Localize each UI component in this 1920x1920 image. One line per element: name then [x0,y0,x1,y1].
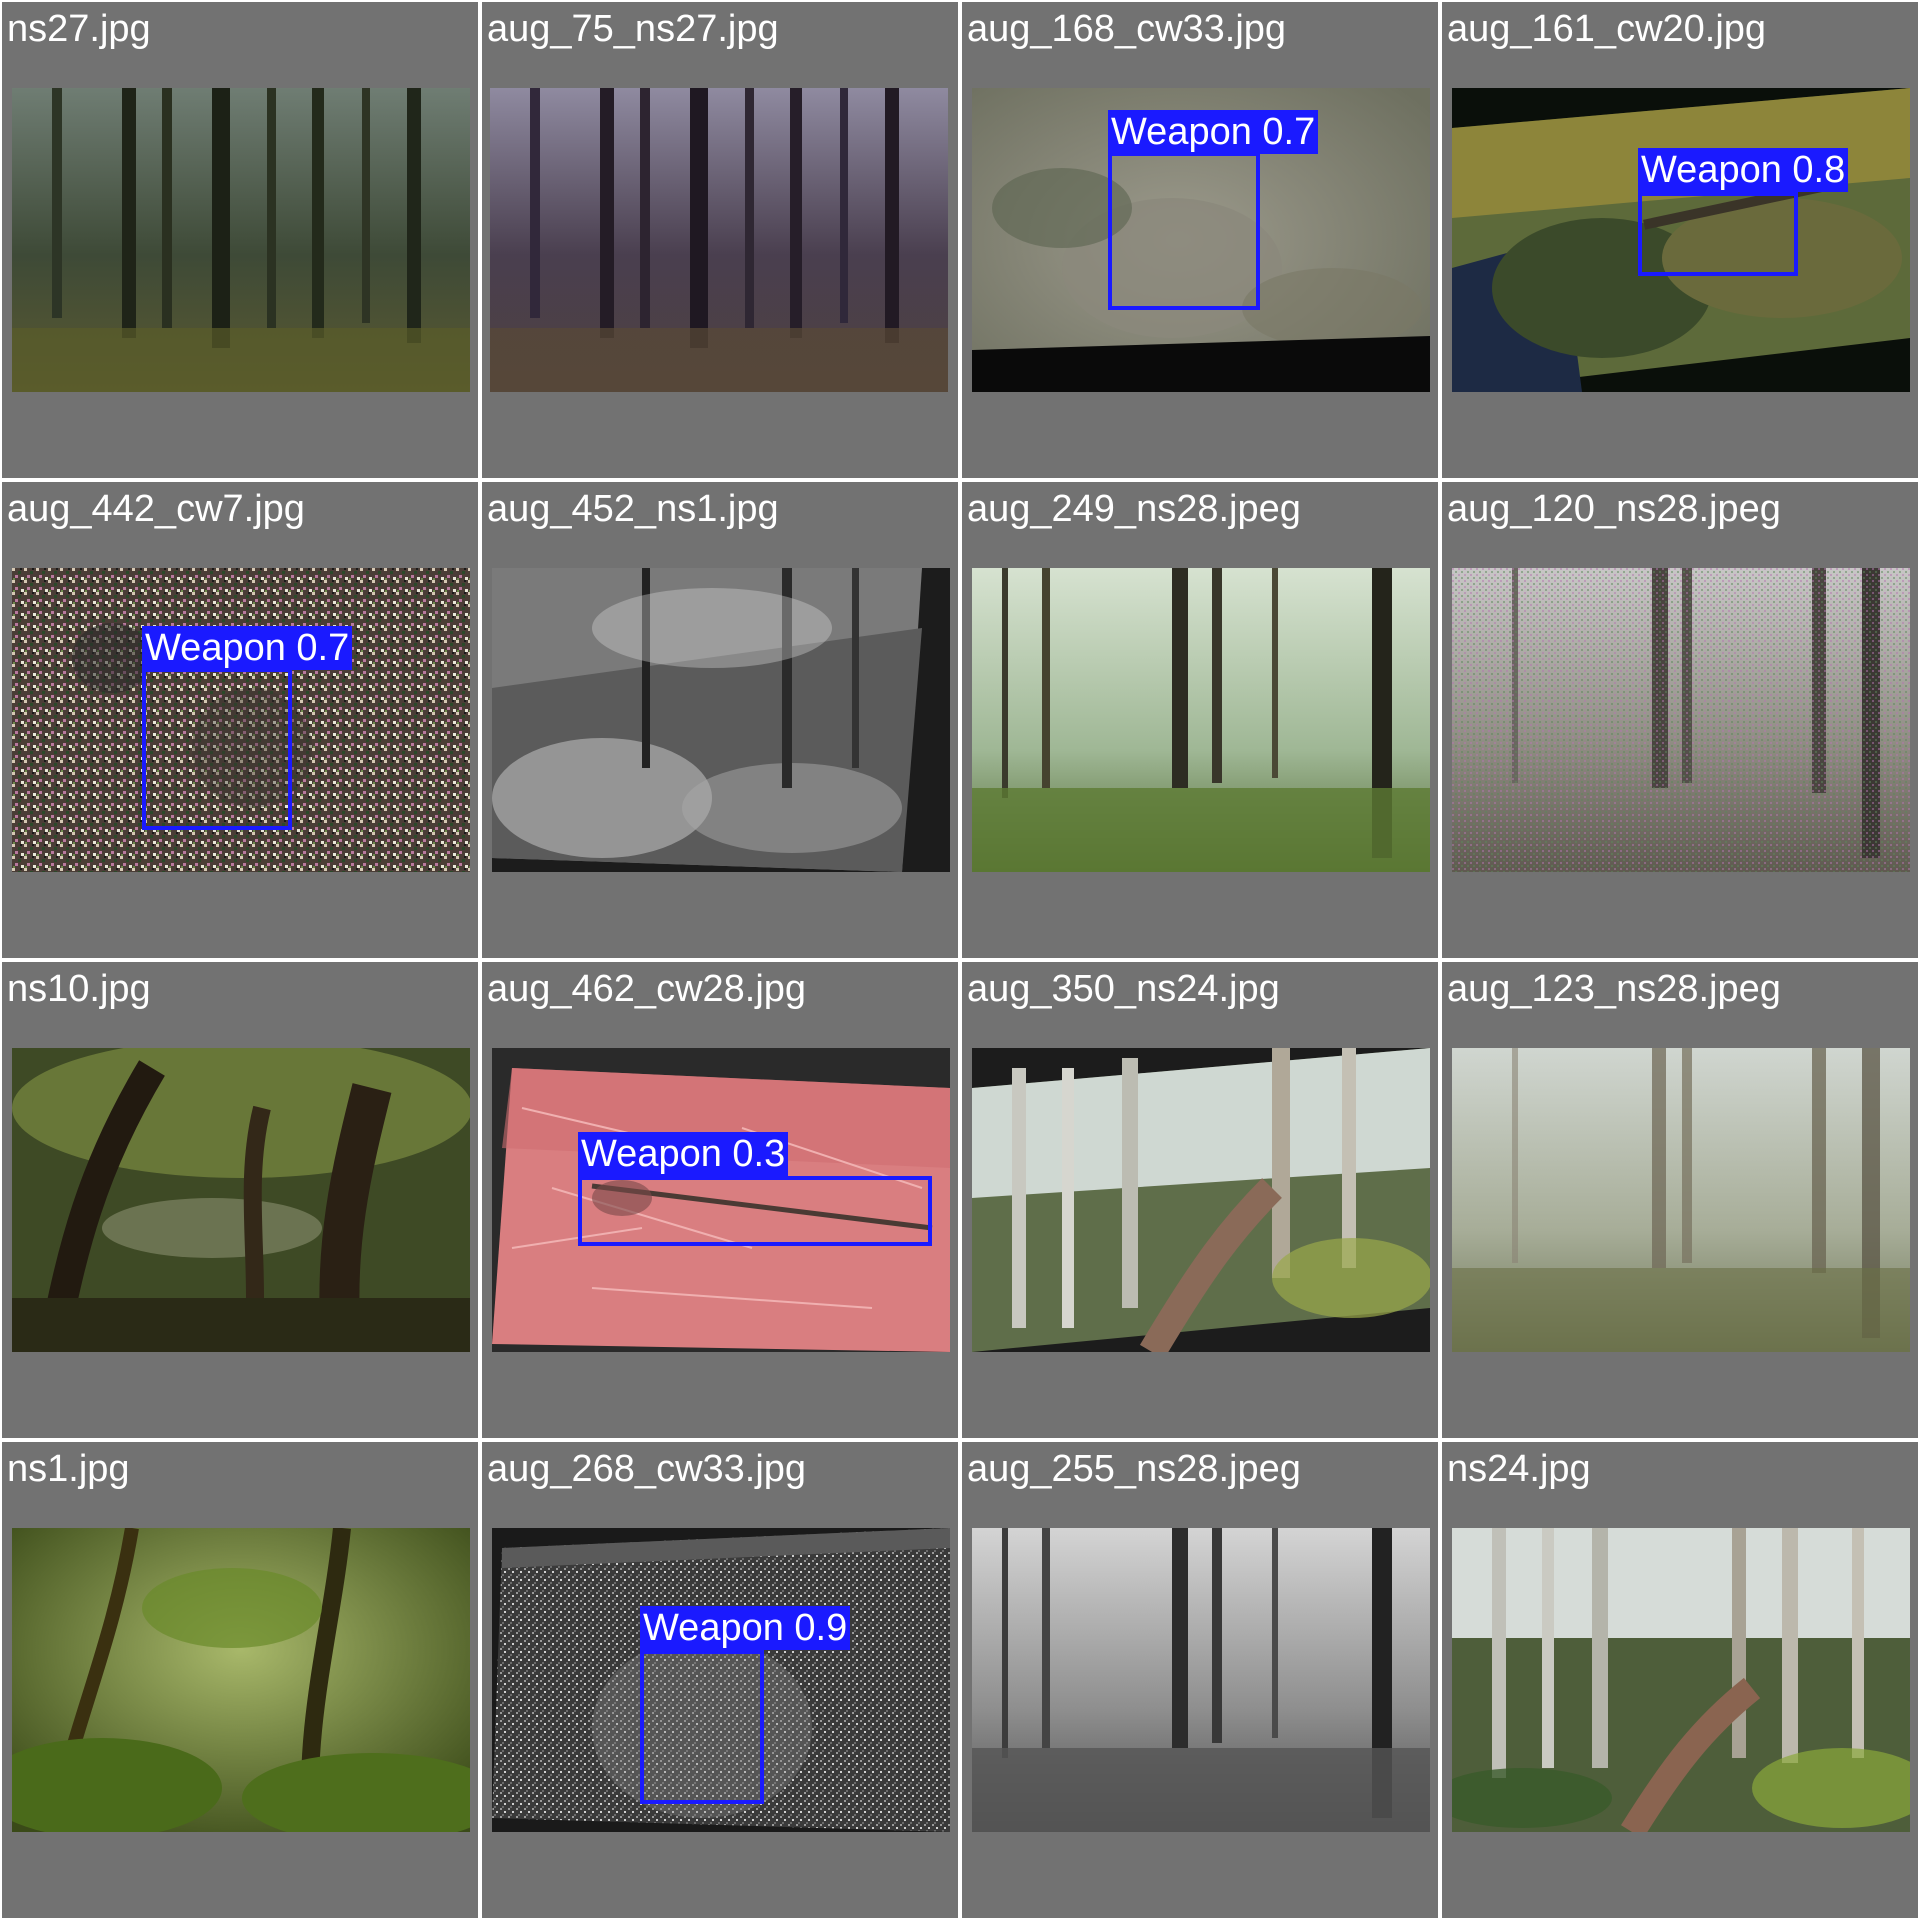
mosaic-cell: ns24.jpg [1442,1442,1918,1918]
photo-thumbnail [972,568,1430,872]
image-filename: aug_75_ns27.jpg [487,8,779,50]
image-filename: aug_255_ns28.jpeg [967,1448,1301,1490]
mosaic-cell: aug_161_cw20.jpg Weapon 0.8 [1442,2,1918,478]
detection-label: Weapon 0.7 [142,626,353,670]
image-filename: aug_123_ns28.jpeg [1447,968,1781,1010]
photo-thumbnail [1452,1048,1910,1352]
image-filename: aug_442_cw7.jpg [7,488,305,530]
image-filename: ns10.jpg [7,968,151,1010]
mosaic-cell: aug_120_ns28.jpeg [1442,482,1918,958]
detection-label: Weapon 0.3 [578,1132,789,1176]
detection-label: Weapon 0.8 [1638,148,1849,192]
mosaic-cell: aug_75_ns27.jpg [482,2,958,478]
mosaic-cell: aug_255_ns28.jpeg [962,1442,1438,1918]
detection-label: Weapon 0.7 [1108,110,1319,154]
detection-box [578,1176,932,1246]
detection-box [640,1650,764,1804]
photo-thumbnail [492,1048,950,1352]
image-filename: aug_168_cw33.jpg [967,8,1287,50]
photo-thumbnail [1452,568,1910,872]
mosaic-cell: aug_268_cw33.jpg Weapon 0.9 [482,1442,958,1918]
detection-box [1108,152,1260,310]
photo-thumbnail [972,1528,1430,1832]
mosaic-cell: ns1.jpg [2,1442,478,1918]
photo-thumbnail [1452,1528,1910,1832]
photo-thumbnail [490,88,948,392]
mosaic-cell: aug_350_ns24.jpg [962,962,1438,1438]
photo-thumbnail [492,568,950,872]
image-filename: aug_120_ns28.jpeg [1447,488,1781,530]
photo-thumbnail [12,1528,470,1832]
photo-thumbnail [12,568,470,872]
detection-box [142,668,292,830]
photo-thumbnail [12,88,470,392]
mosaic-cell: aug_123_ns28.jpeg [1442,962,1918,1438]
image-filename: aug_249_ns28.jpeg [967,488,1301,530]
photo-thumbnail [972,1048,1430,1352]
mosaic-cell: aug_442_cw7.jpg [2,482,478,958]
image-filename: aug_462_cw28.jpg [487,968,807,1010]
mosaic-cell: aug_168_cw33.jpg Weapon 0.7 [962,2,1438,478]
mosaic-cell: aug_462_cw28.jpg Weapon 0.3 [482,962,958,1438]
detection-box [1638,192,1798,276]
image-filename: aug_452_ns1.jpg [487,488,779,530]
image-filename: aug_268_cw33.jpg [487,1448,807,1490]
image-filename: aug_161_cw20.jpg [1447,8,1767,50]
image-filename: ns27.jpg [7,8,151,50]
image-filename: aug_350_ns24.jpg [967,968,1280,1010]
detection-label: Weapon 0.9 [640,1606,851,1650]
image-filename: ns24.jpg [1447,1448,1591,1490]
mosaic-cell: aug_452_ns1.jpg [482,482,958,958]
photo-thumbnail [12,1048,470,1352]
mosaic-cell: ns27.jpg [2,2,478,478]
photo-thumbnail [492,1528,950,1832]
mosaic-cell: ns10.jpg [2,962,478,1438]
mosaic-cell: aug_249_ns28.jpeg [962,482,1438,958]
image-filename: ns1.jpg [7,1448,130,1490]
